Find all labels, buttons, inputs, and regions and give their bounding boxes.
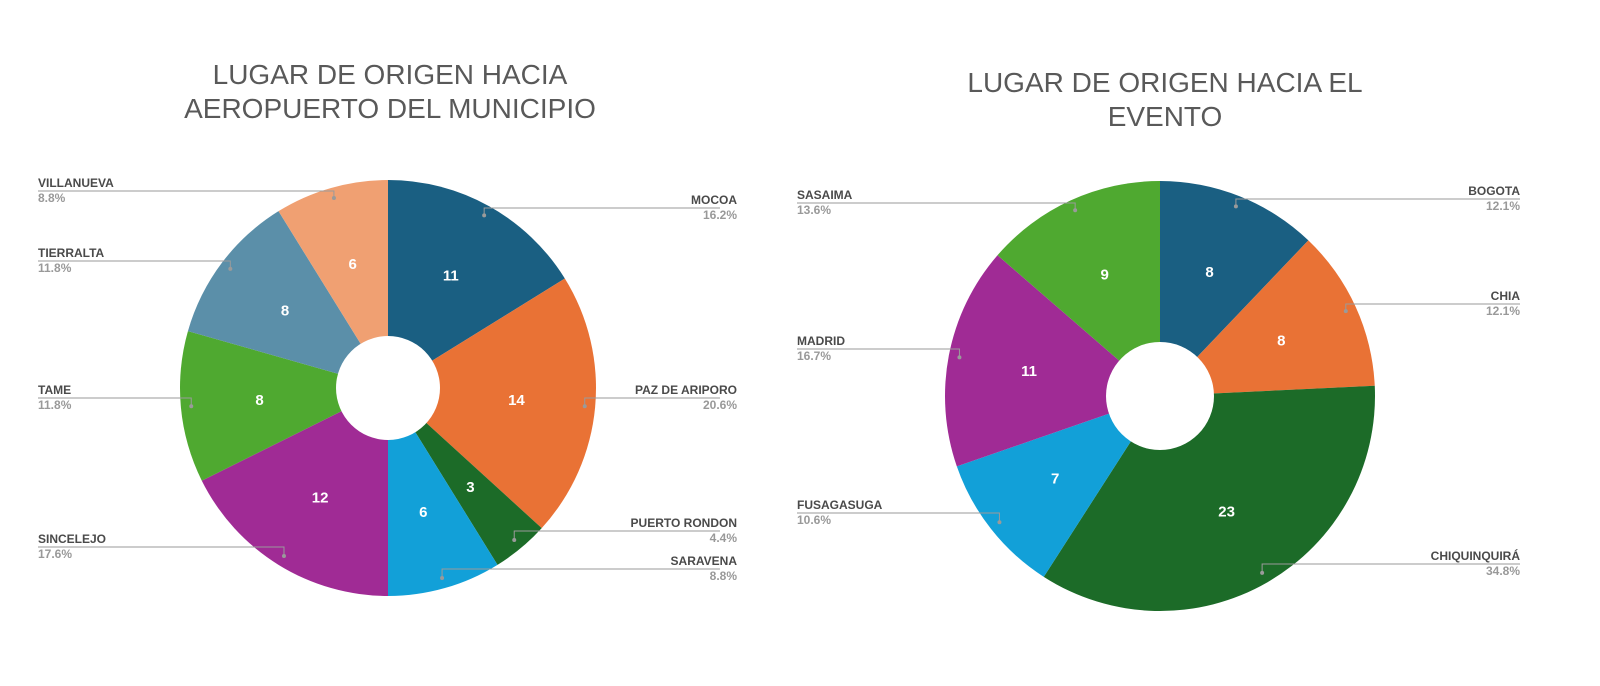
legend-label: SASAIMA (797, 188, 853, 202)
legend-percent: 17.6% (38, 547, 72, 561)
legend-percent: 8.8% (38, 191, 66, 205)
legend-percent: 20.6% (703, 398, 737, 412)
slice-value-label: 8 (255, 392, 263, 409)
legend-percent: 11.8% (38, 398, 72, 412)
callout-line (1236, 199, 1520, 206)
legend-percent: 12.1% (1486, 199, 1520, 213)
legend-label: VILLANUEVA (38, 176, 114, 190)
pie-chart-evento: 8BOGOTA12.1%8CHIA12.1%23CHIQUINQUIRÁ34.8… (790, 0, 1600, 686)
legend-label: PAZ DE ARIPORO (635, 383, 737, 397)
legend-label: CHIA (1491, 289, 1521, 303)
slice-value-label: 6 (349, 256, 357, 273)
legend-label: PUERTO RONDON (631, 516, 737, 530)
legend-percent: 34.8% (1486, 564, 1520, 578)
legend-label: TAME (38, 383, 71, 397)
slice-value-label: 9 (1100, 267, 1108, 284)
slice-value-label: 11 (1021, 363, 1037, 380)
legend-label: BOGOTA (1468, 184, 1520, 198)
slice-value-label: 8 (1277, 333, 1285, 350)
slice-value-label: 23 (1218, 503, 1235, 520)
legend-percent: 16.7% (797, 349, 831, 363)
legend-percent: 10.6% (797, 513, 831, 527)
legend-label: SARAVENA (671, 554, 738, 568)
slice-value-label: 3 (466, 479, 474, 496)
legend-label: CHIQUINQUIRÁ (1431, 548, 1521, 563)
legend-label: MOCOA (691, 193, 737, 207)
slice-value-label: 7 (1051, 470, 1059, 487)
slice-value-label: 11 (443, 267, 459, 284)
callout-line (1262, 564, 1520, 573)
chart-aeropuerto: LUGAR DE ORIGEN HACIA AEROPUERTO DEL MUN… (0, 0, 790, 686)
callout-line (797, 203, 1075, 210)
slice-value-label: 14 (508, 392, 525, 409)
legend-percent: 12.1% (1486, 304, 1520, 318)
callout-line (514, 531, 720, 540)
legend-percent: 4.4% (710, 531, 738, 545)
legend-label: SINCELEJO (38, 532, 106, 546)
callout-line (585, 398, 720, 406)
legend-label: FUSAGASUGA (797, 498, 883, 512)
slice-value-label: 6 (419, 504, 427, 521)
slice-value-label: 12 (312, 490, 329, 507)
donut-hole (1106, 342, 1214, 450)
chart-evento: LUGAR DE ORIGEN HACIA EL EVENTO 8 BOGOTA 1… (790, 0, 1600, 686)
legend-label: TIERRALTA (38, 246, 105, 260)
legend-percent: 13.6% (797, 203, 831, 217)
slice-value-label: 8 (281, 302, 289, 319)
slice-value-label: 8 (1205, 264, 1213, 281)
callout-line (484, 208, 720, 215)
legend-label: MADRID (797, 334, 845, 348)
legend-percent: 11.8% (38, 261, 72, 275)
legend-percent: 16.2% (703, 208, 737, 222)
callout-line (38, 547, 284, 556)
callout-line (38, 191, 334, 198)
donut-hole (336, 336, 440, 440)
legend-percent: 8.8% (710, 569, 738, 583)
